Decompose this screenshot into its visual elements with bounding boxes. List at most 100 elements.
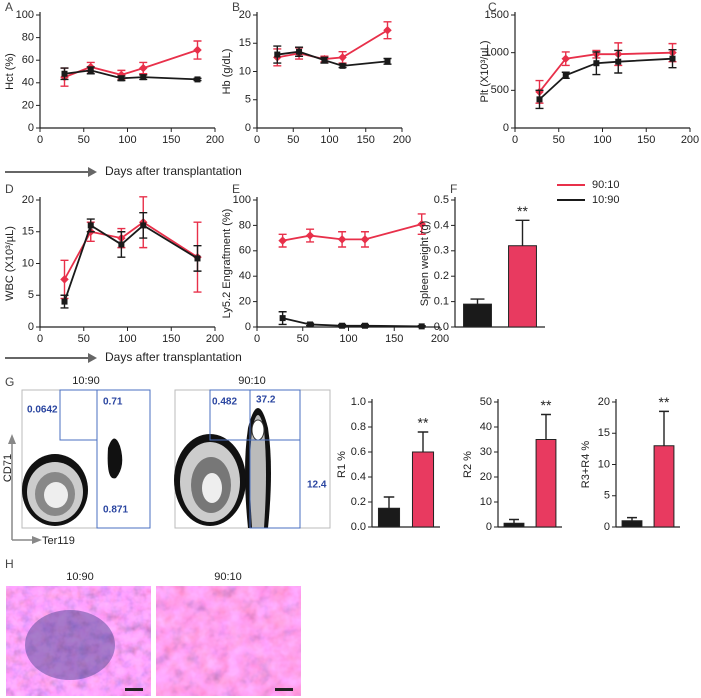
panel-label: H xyxy=(5,557,14,571)
panel-label: D xyxy=(5,182,14,196)
x-tick-label: 50 xyxy=(297,333,309,345)
point xyxy=(139,63,148,73)
y-tick-label: 0.4 xyxy=(434,219,449,231)
time-arrows xyxy=(5,167,97,363)
bar xyxy=(377,507,401,528)
x-tick-label: 0 xyxy=(512,134,518,146)
point xyxy=(296,48,303,55)
significance: ** xyxy=(418,415,429,431)
x-tick-label: 200 xyxy=(393,134,411,146)
y-tick-label: 0.1 xyxy=(434,296,449,308)
y-tick-label: 20 xyxy=(22,194,34,206)
point xyxy=(118,241,125,248)
point xyxy=(321,57,328,64)
y-tick-label: 0.6 xyxy=(351,446,366,458)
point xyxy=(383,26,392,35)
x-tick-label: 50 xyxy=(78,333,90,345)
panel-label: B xyxy=(232,0,240,14)
x-tick-label: 200 xyxy=(431,333,449,345)
y-tick-label: 10 xyxy=(239,65,251,77)
y-tick-label: 20 xyxy=(239,296,251,308)
bar xyxy=(503,522,525,528)
error-bar xyxy=(509,518,519,524)
x-tick-label: 100 xyxy=(118,333,136,345)
point xyxy=(61,70,68,77)
point xyxy=(669,55,676,62)
significance: ** xyxy=(541,397,552,413)
y-tick-label: 20 xyxy=(22,99,34,111)
flow-x-label: Ter119 xyxy=(42,535,75,547)
gate-value: 0.871 xyxy=(103,505,128,516)
significance: ** xyxy=(659,394,670,410)
y-tick-label: 15 xyxy=(598,427,610,439)
x-tick-label: 0 xyxy=(37,333,43,345)
y-tick-label: 0.2 xyxy=(351,496,366,508)
error-bar xyxy=(659,410,669,446)
y-tick-label: 60 xyxy=(239,245,251,257)
y-tick-label: 10 xyxy=(22,257,34,269)
time-axis-label: Days after transplantation xyxy=(105,350,242,364)
histology-image xyxy=(156,586,301,696)
error-bar xyxy=(515,219,530,246)
y-tick-label: 0.0 xyxy=(351,521,366,533)
y-tick-label: 100 xyxy=(233,194,251,206)
y-tick-label: 1000 xyxy=(485,47,509,59)
point xyxy=(337,235,347,244)
bar xyxy=(411,451,435,528)
x-tick-label: 100 xyxy=(118,134,136,146)
x-tick-label: 100 xyxy=(593,134,611,146)
panel-label: E xyxy=(232,182,240,196)
point xyxy=(339,322,346,329)
error-bar xyxy=(470,298,485,305)
y-tick-label: 0 xyxy=(604,521,610,533)
x-tick-label: 100 xyxy=(320,134,338,146)
point xyxy=(61,298,68,305)
legend-label: 90:10 xyxy=(592,179,620,191)
point xyxy=(536,96,543,103)
bar xyxy=(535,439,557,528)
point xyxy=(87,222,94,229)
gate-value: 0.71 xyxy=(103,397,123,408)
y-tick-label: 0.4 xyxy=(351,471,366,483)
series-line xyxy=(63,221,198,280)
gate-value: 0.0642 xyxy=(27,405,58,416)
point xyxy=(193,45,202,55)
y-axis-label: Hct (%) xyxy=(4,53,16,90)
gate-value: 37.2 xyxy=(256,395,276,406)
flow-title: 90:10 xyxy=(238,375,266,387)
point xyxy=(307,321,314,328)
y-axis-label: Plt (X10³/µL) xyxy=(479,41,491,103)
y-tick-label: 10 xyxy=(480,496,492,508)
y-tick-label: 30 xyxy=(480,446,492,458)
y-tick-label: 50 xyxy=(480,396,492,408)
error-bar xyxy=(541,413,551,440)
flow-plot: 90:10 0.482 37.2 12.4 xyxy=(174,375,331,529)
bar xyxy=(508,245,537,328)
error-bar xyxy=(383,496,395,509)
series-line xyxy=(538,51,673,93)
point xyxy=(118,75,125,82)
y-axis-label: Hb (g/dL) xyxy=(221,49,233,95)
y-tick-label: 0.8 xyxy=(351,421,366,433)
y-tick-label: 0 xyxy=(503,122,509,134)
y-tick-label: 0 xyxy=(245,321,251,333)
significance: ** xyxy=(517,203,528,219)
scale-bar xyxy=(125,688,143,691)
y-tick-label: 5 xyxy=(604,490,610,502)
y-axis-label: R1 % xyxy=(336,451,348,478)
series-line xyxy=(538,57,673,101)
x-tick-label: 150 xyxy=(162,333,180,345)
bar xyxy=(653,445,675,528)
y-tick-label: 20 xyxy=(480,471,492,483)
panel-label: A xyxy=(5,0,13,14)
point xyxy=(384,58,391,65)
y-tick-label: 100 xyxy=(16,9,34,21)
histology-detail xyxy=(25,610,115,680)
x-tick-label: 50 xyxy=(78,134,90,146)
image-title: 10:90 xyxy=(66,571,94,583)
error-bar xyxy=(627,516,637,521)
scale-bar xyxy=(275,688,293,691)
y-tick-label: 80 xyxy=(22,32,34,44)
y-tick-label: 40 xyxy=(22,77,34,89)
